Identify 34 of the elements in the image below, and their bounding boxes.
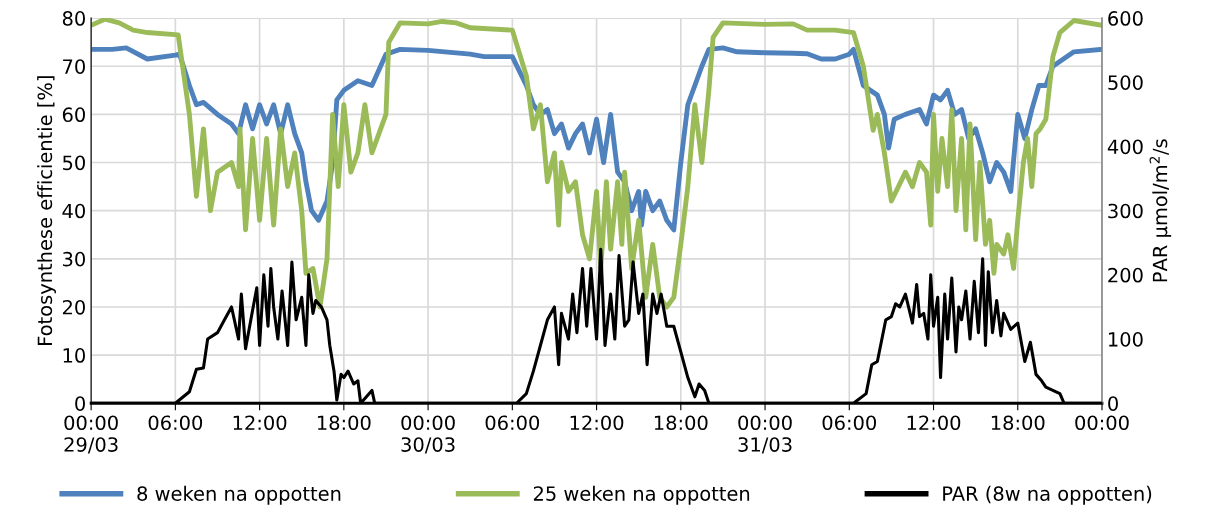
x-tick-label: 00:00 29/03	[64, 415, 118, 454]
x-tick-label: 06:00	[485, 415, 540, 431]
y2-tick-label: 600	[1108, 11, 1143, 26]
x-tick-label: 06:00	[822, 415, 877, 431]
y-tick-label: 70	[63, 59, 85, 74]
legend-label: 8 weken na oppotten	[137, 485, 341, 505]
x-tick-label: 18:00	[654, 415, 708, 431]
y-tick-label: 0	[75, 396, 85, 411]
x-tick-label: 12:00	[907, 415, 961, 431]
legend-label: 25 weken na oppotten	[533, 485, 750, 505]
y2-tick-label: 300	[1108, 203, 1143, 219]
y2-tick-label: 400	[1107, 139, 1143, 155]
y2-tick-label: 0	[1108, 396, 1118, 411]
x-tick-label: 12:00	[570, 415, 624, 431]
x-tick-label: 00:00	[1075, 415, 1129, 431]
y-tick-label: 30	[63, 251, 85, 267]
legend-label: PAR (8w na oppotten)	[943, 485, 1152, 505]
y-tick-label: 60	[62, 107, 85, 123]
y-tick-label: 10	[63, 348, 85, 363]
y-axis-title: Fotosynthese efficientie [%]	[37, 76, 56, 345]
x-tick-label: 18:00	[991, 415, 1045, 431]
y2-axis-title: PAR µmol/m$^{2}$/s	[1149, 139, 1172, 282]
x-tick-label: 00:00 31/03	[738, 415, 792, 454]
y-tick-label: 80	[62, 11, 85, 26]
y2-tick-label: 500	[1108, 75, 1143, 90]
x-tick-label: 06:00	[148, 415, 203, 431]
y-tick-label: 40	[62, 203, 85, 219]
y-tick-label: 20	[62, 299, 85, 315]
x-tick-label: 00:00 30/03	[401, 415, 455, 454]
y2-tick-label: 200	[1108, 267, 1143, 283]
x-tick-label: 18:00	[317, 415, 371, 431]
x-tick-label: 12:00	[233, 415, 287, 431]
y2-tick-label: 100	[1109, 332, 1143, 347]
y-tick-label: 50	[63, 155, 85, 171]
